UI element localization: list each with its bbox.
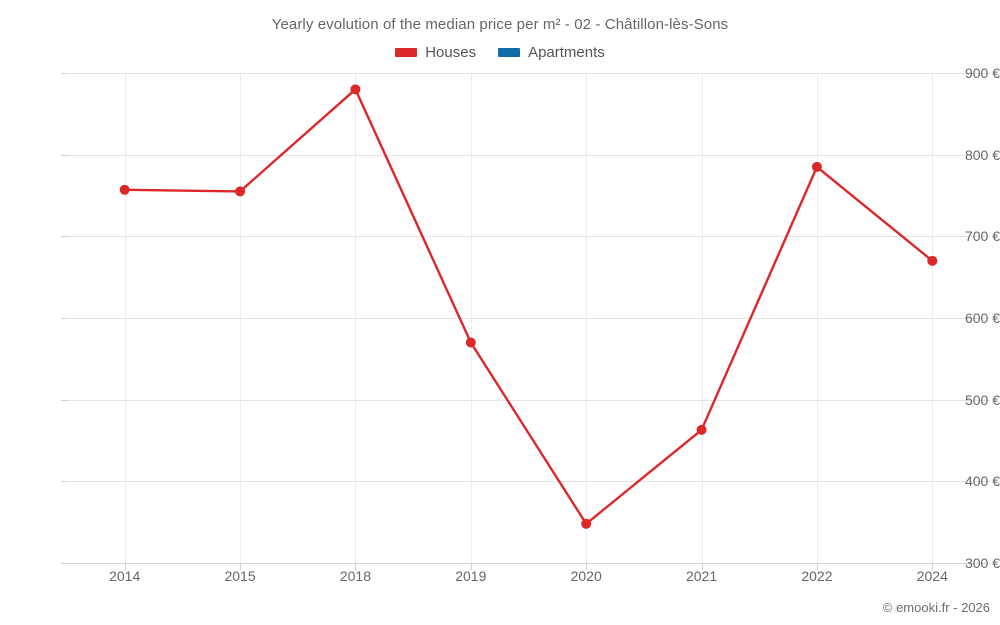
legend-item-houses[interactable]: Houses <box>395 44 476 61</box>
gridline-vertical <box>355 73 357 563</box>
x-axis-line <box>67 563 990 564</box>
gridline-vertical <box>586 73 588 563</box>
x-axis-tick-label: 2014 <box>109 568 141 584</box>
gridline-horizontal <box>67 318 990 319</box>
y-axis-tick-mark <box>61 563 67 564</box>
x-axis-tick-mark <box>586 564 588 570</box>
y-axis-tick-label: 500 € <box>964 391 1000 408</box>
y-axis-tick-label: 900 € <box>964 65 1000 81</box>
gridline-vertical <box>701 73 703 563</box>
gridline-vertical <box>816 73 818 563</box>
y-axis-tick-mark <box>61 481 67 483</box>
y-axis-tick-mark <box>61 154 67 156</box>
x-axis-tick-label: 2018 <box>339 568 372 584</box>
x-axis-tick-mark <box>240 564 242 570</box>
legend-item-apartments[interactable]: Apartments <box>498 44 605 61</box>
chart-legend: Houses Apartments <box>0 44 1000 61</box>
gridline-vertical <box>240 73 242 563</box>
gridline-horizontal <box>67 236 990 238</box>
gridline-horizontal <box>67 481 990 483</box>
x-axis-tick-mark <box>124 564 126 570</box>
x-axis-tick-mark <box>816 564 818 570</box>
x-axis-tick-mark <box>470 564 472 570</box>
y-axis-tick-label: 700 € <box>964 228 1000 245</box>
legend-label-houses: Houses <box>425 44 477 61</box>
legend-swatch-icon-apartments <box>498 48 521 57</box>
gridline-vertical <box>932 73 934 563</box>
x-axis-tick-label: 2022 <box>801 568 833 584</box>
x-axis-tick-mark <box>701 564 703 570</box>
copyright-credit: © emooki.fr - 2026 <box>882 600 990 615</box>
y-axis-tick-label: 300 € <box>964 555 1000 571</box>
gridline-horizontal <box>67 399 990 401</box>
x-axis-tick-label: 2021 <box>685 568 718 584</box>
x-axis-tick-label: 2024 <box>916 568 948 584</box>
y-axis-tick-mark <box>61 318 67 319</box>
x-axis-tick-mark <box>932 564 934 570</box>
chart-title: Yearly evolution of the median price per… <box>271 16 729 33</box>
plot-area <box>67 73 990 564</box>
legend-swatch-icon-houses <box>395 48 418 57</box>
y-axis-tick-label: 400 € <box>964 473 1000 490</box>
y-axis-tick-mark <box>61 73 67 74</box>
gridline-vertical <box>470 73 472 563</box>
gridline-horizontal <box>67 73 990 74</box>
x-axis-tick-mark <box>355 564 357 570</box>
y-axis-tick-label: 600 € <box>964 310 1000 326</box>
legend-label-apartments: Apartments <box>528 44 605 61</box>
x-axis-tick-label: 2019 <box>455 568 487 584</box>
y-axis-tick-label: 800 € <box>964 146 1000 163</box>
x-axis-tick-label: 2015 <box>224 568 256 584</box>
y-axis-tick-mark <box>61 236 67 238</box>
y-axis-tick-mark <box>61 399 67 401</box>
gridline-horizontal <box>67 154 990 156</box>
x-axis-tick-label: 2020 <box>570 568 602 584</box>
gridline-vertical <box>124 73 126 563</box>
